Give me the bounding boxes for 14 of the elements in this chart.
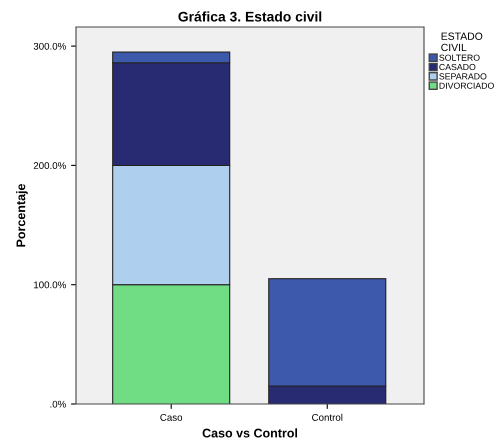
x-axis-title: Caso vs Control (202, 428, 298, 438)
legend-title: ESTADO CIVIL (441, 32, 482, 52)
legend-label: CASADO (439, 64, 476, 70)
chart-title: Gráfica 3. Estado civil (178, 11, 322, 22)
y-tick-label: 100.0% (34, 281, 66, 288)
legend-label: DIVORCIADO (440, 82, 494, 89)
y-tick-label: 200.0% (34, 162, 66, 170)
legend-label: SOLTERO (439, 54, 480, 61)
x-tick-label: Caso (160, 414, 182, 421)
legend-label: SEPARADO (439, 73, 486, 80)
y-axis-title: Porcentaje (16, 184, 28, 247)
y-tick-label: .0% (50, 400, 66, 408)
y-tick-label: 300.0% (34, 42, 66, 50)
x-tick-label: Control (312, 414, 342, 421)
